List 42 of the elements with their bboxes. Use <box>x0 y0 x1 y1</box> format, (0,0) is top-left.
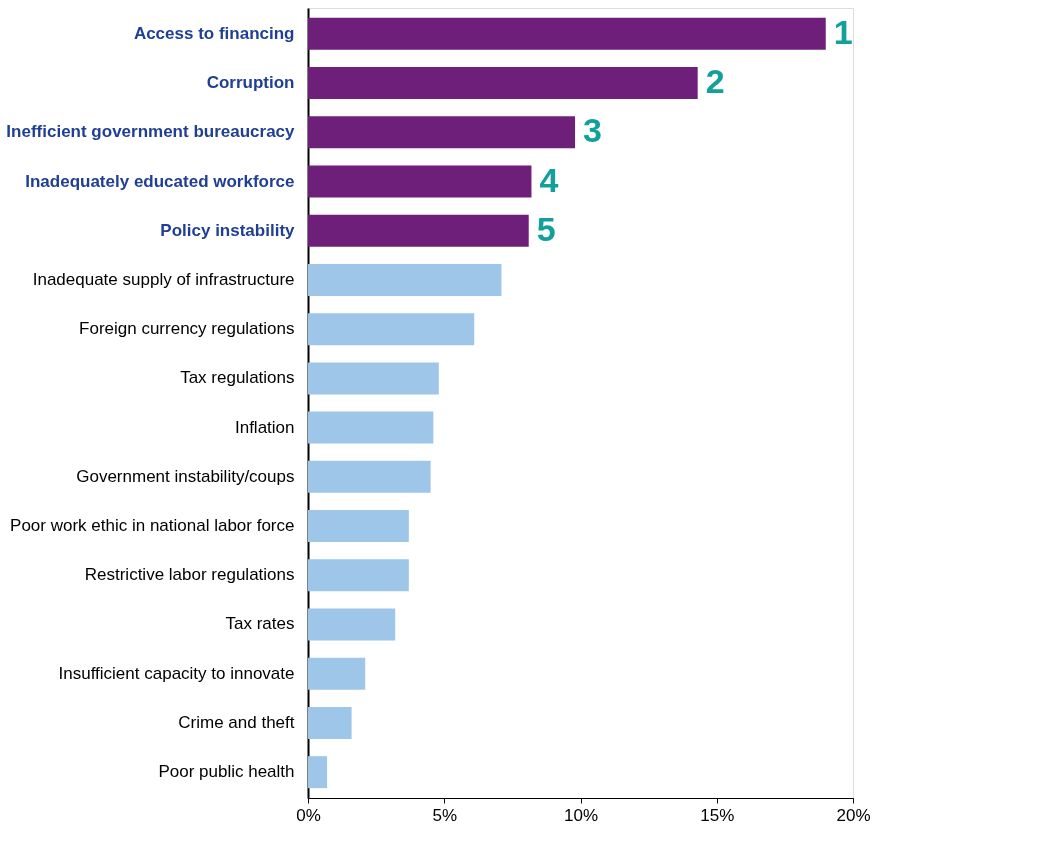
y-tick-label: Corruption <box>206 73 295 93</box>
x-tick-label: 15% <box>700 805 735 825</box>
y-tick-label: Inadequate supply of infrastructure <box>32 269 295 289</box>
bar <box>308 510 409 543</box>
bar <box>308 608 396 641</box>
bar <box>308 17 826 50</box>
bar <box>308 411 434 444</box>
y-tick-label: Poor public health <box>158 762 295 782</box>
bar <box>308 67 698 100</box>
y-tick-label: Insufficient capacity to innovate <box>58 663 295 683</box>
y-tick-label: Poor work ethic in national labor force <box>10 516 295 536</box>
bar <box>308 214 529 247</box>
bar <box>308 116 576 149</box>
bar <box>308 559 409 592</box>
x-tick-label: 20% <box>836 805 871 825</box>
y-tick-label: Restrictive labor regulations <box>84 565 295 585</box>
y-tick-label: Government instability/coups <box>76 466 295 486</box>
bar <box>308 362 439 395</box>
bar <box>308 706 352 739</box>
annotation: 4 <box>539 160 559 199</box>
x-tick-label: 5% <box>432 805 458 825</box>
bar <box>308 313 475 346</box>
annotation: 3 <box>583 111 602 150</box>
bar <box>308 657 366 690</box>
y-tick-label: Foreign currency regulations <box>79 319 295 339</box>
y-tick-label: Inadequately educated workforce <box>25 171 295 191</box>
annotation: 2 <box>705 62 725 101</box>
x-tick-label: 0% <box>296 805 321 825</box>
y-tick-label: Access to financing <box>133 23 295 43</box>
y-tick-label: Inflation <box>234 417 295 437</box>
annotation: 5 <box>536 209 556 248</box>
annotation: 1 <box>833 12 853 51</box>
bar <box>308 263 502 296</box>
y-tick-label: Tax rates <box>225 614 295 634</box>
bar <box>308 756 328 789</box>
y-tick-label: Tax regulations <box>180 368 295 388</box>
y-tick-label: Crime and theft <box>178 712 295 732</box>
x-tick-label: 10% <box>563 805 599 825</box>
bar <box>308 460 431 493</box>
bar <box>308 165 532 198</box>
y-tick-label: Policy instability <box>160 220 296 240</box>
y-tick-label: Inefficient government bureaucracy <box>6 122 296 142</box>
